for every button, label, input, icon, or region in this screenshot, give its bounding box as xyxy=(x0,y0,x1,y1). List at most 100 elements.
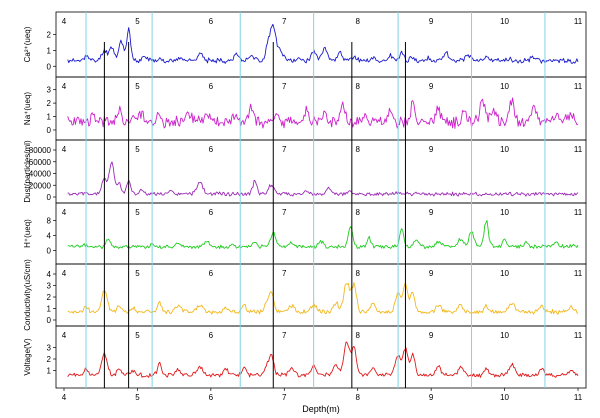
depth-label: 6 xyxy=(209,17,214,26)
depth-label: 6 xyxy=(209,331,214,340)
depth-label: 7 xyxy=(282,331,287,340)
panel-4: 0 4 8 H⁺(ueq) 4 5 6 7 8 9 10 11 xyxy=(23,202,587,265)
depth-label: 4 xyxy=(62,208,67,217)
x-tick-label: 11 xyxy=(574,393,583,402)
depth-label: 8 xyxy=(355,145,360,154)
y-tick-label: 4 xyxy=(47,232,52,241)
depth-label: 7 xyxy=(282,145,287,154)
depth-label: 5 xyxy=(135,331,140,340)
y-tick-label: 4 xyxy=(47,270,52,279)
y-tick-label: 2 xyxy=(47,355,52,364)
x-axis-label: Depth(m) xyxy=(302,404,340,414)
depth-label: 4 xyxy=(62,17,67,26)
y-axis-label: Conductivity(uS/cm) xyxy=(23,259,32,331)
y-tick-label: 1 xyxy=(47,46,52,55)
depth-label: 9 xyxy=(429,208,434,217)
y-tick-label: 1 xyxy=(47,113,52,122)
x-tick-label: 4 xyxy=(62,393,67,402)
panel-5: 0 1 2 3 4 Conductivity(uS/cm) 4 5 6 7 8 9 10 11 xyxy=(23,259,587,331)
y-tick-label: 3 xyxy=(47,282,52,291)
depth-label: 10 xyxy=(500,331,509,340)
panel-2: 0 1 2 3 Na⁺(ueq) 4 5 6 7 8 9 10 11 xyxy=(23,76,587,141)
depth-label: 4 xyxy=(62,269,67,278)
depth-label: 5 xyxy=(135,17,140,26)
y-tick-label: 80000 xyxy=(29,146,52,155)
y-tick-label: 0 xyxy=(47,126,52,135)
series-line xyxy=(67,161,579,197)
y-tick-label: 1 xyxy=(47,367,52,376)
y-tick-label: 3 xyxy=(47,344,52,353)
y-tick-label: 20000 xyxy=(29,181,52,190)
depth-label: 6 xyxy=(209,269,214,278)
depth-label: 10 xyxy=(500,145,509,154)
y-tick-label: 2 xyxy=(47,31,52,40)
depth-label: 11 xyxy=(574,331,583,340)
x-tick-label: 9 xyxy=(429,393,434,402)
x-tick-label: 5 xyxy=(135,393,140,402)
y-tick-label: 60000 xyxy=(29,158,52,167)
y-axis-label: Dust(particles/ml) xyxy=(23,140,32,203)
series-line xyxy=(67,282,579,315)
y-tick-label: 0 xyxy=(47,247,52,256)
depth-label: 7 xyxy=(282,82,287,91)
depth-label: 11 xyxy=(574,269,583,278)
depth-label: 5 xyxy=(135,269,140,278)
depth-label: 4 xyxy=(62,331,67,340)
panel-frame xyxy=(55,325,587,389)
markers-layer xyxy=(85,12,546,388)
series-line xyxy=(67,341,579,378)
depth-label: 11 xyxy=(574,145,583,154)
depth-label: 11 xyxy=(574,82,583,91)
depth-label: 9 xyxy=(429,145,434,154)
y-axis-label: Na⁺(ueq) xyxy=(23,92,32,125)
depth-label: 8 xyxy=(355,208,360,217)
y-tick-label: 0 xyxy=(47,193,52,202)
series-line xyxy=(67,219,579,250)
y-axis-label: Voltage(V) xyxy=(23,338,32,376)
x-tick-label: 8 xyxy=(355,393,360,402)
y-axis-label: H⁺(ueq) xyxy=(23,219,32,248)
depth-label: 8 xyxy=(355,82,360,91)
depth-label: 11 xyxy=(574,17,583,26)
panel-1: 0 1 2 Ca²⁺(ueq) 4 5 6 7 8 9 10 11 xyxy=(23,11,587,78)
depth-label: 10 xyxy=(500,269,509,278)
depth-label: 6 xyxy=(209,208,214,217)
y-tick-label: 1 xyxy=(47,305,52,314)
depth-label: 5 xyxy=(135,82,140,91)
depth-label: 5 xyxy=(135,145,140,154)
y-tick-label: 0 xyxy=(47,62,52,71)
depth-label: 9 xyxy=(429,269,434,278)
x-tick-label: 10 xyxy=(500,393,509,402)
depth-label: 6 xyxy=(209,145,214,154)
panel-6: 1 2 3 Voltage(V) 4 5 6 7 8 9 10 11 4 5 6 7 8 9 10 11 xyxy=(23,325,587,402)
x-tick-label: 6 xyxy=(209,393,214,402)
depth-label: 4 xyxy=(62,82,67,91)
depth-label: 11 xyxy=(574,208,583,217)
y-tick-label: 8 xyxy=(47,217,52,226)
depth-label: 9 xyxy=(429,17,434,26)
depth-label: 5 xyxy=(135,208,140,217)
depth-label: 6 xyxy=(209,82,214,91)
depth-label: 9 xyxy=(429,82,434,91)
series-line xyxy=(67,23,579,64)
depth-label: 10 xyxy=(500,208,509,217)
depth-label: 7 xyxy=(282,17,287,26)
y-axis-label: Ca²⁺(ueq) xyxy=(23,26,32,62)
depth-label: 9 xyxy=(429,331,434,340)
y-tick-label: 2 xyxy=(47,293,52,302)
depth-label: 10 xyxy=(500,17,509,26)
y-tick-label: 2 xyxy=(47,99,52,108)
depth-label: 7 xyxy=(282,269,287,278)
depth-label: 8 xyxy=(355,269,360,278)
series-line xyxy=(67,97,579,129)
y-tick-label: 3 xyxy=(47,86,52,95)
depth-label: 7 xyxy=(282,208,287,217)
depth-label: 8 xyxy=(355,331,360,340)
depth-label: 4 xyxy=(62,145,67,154)
depth-label: 8 xyxy=(355,17,360,26)
depth-label: 10 xyxy=(500,82,509,91)
x-tick-label: 7 xyxy=(282,393,287,402)
